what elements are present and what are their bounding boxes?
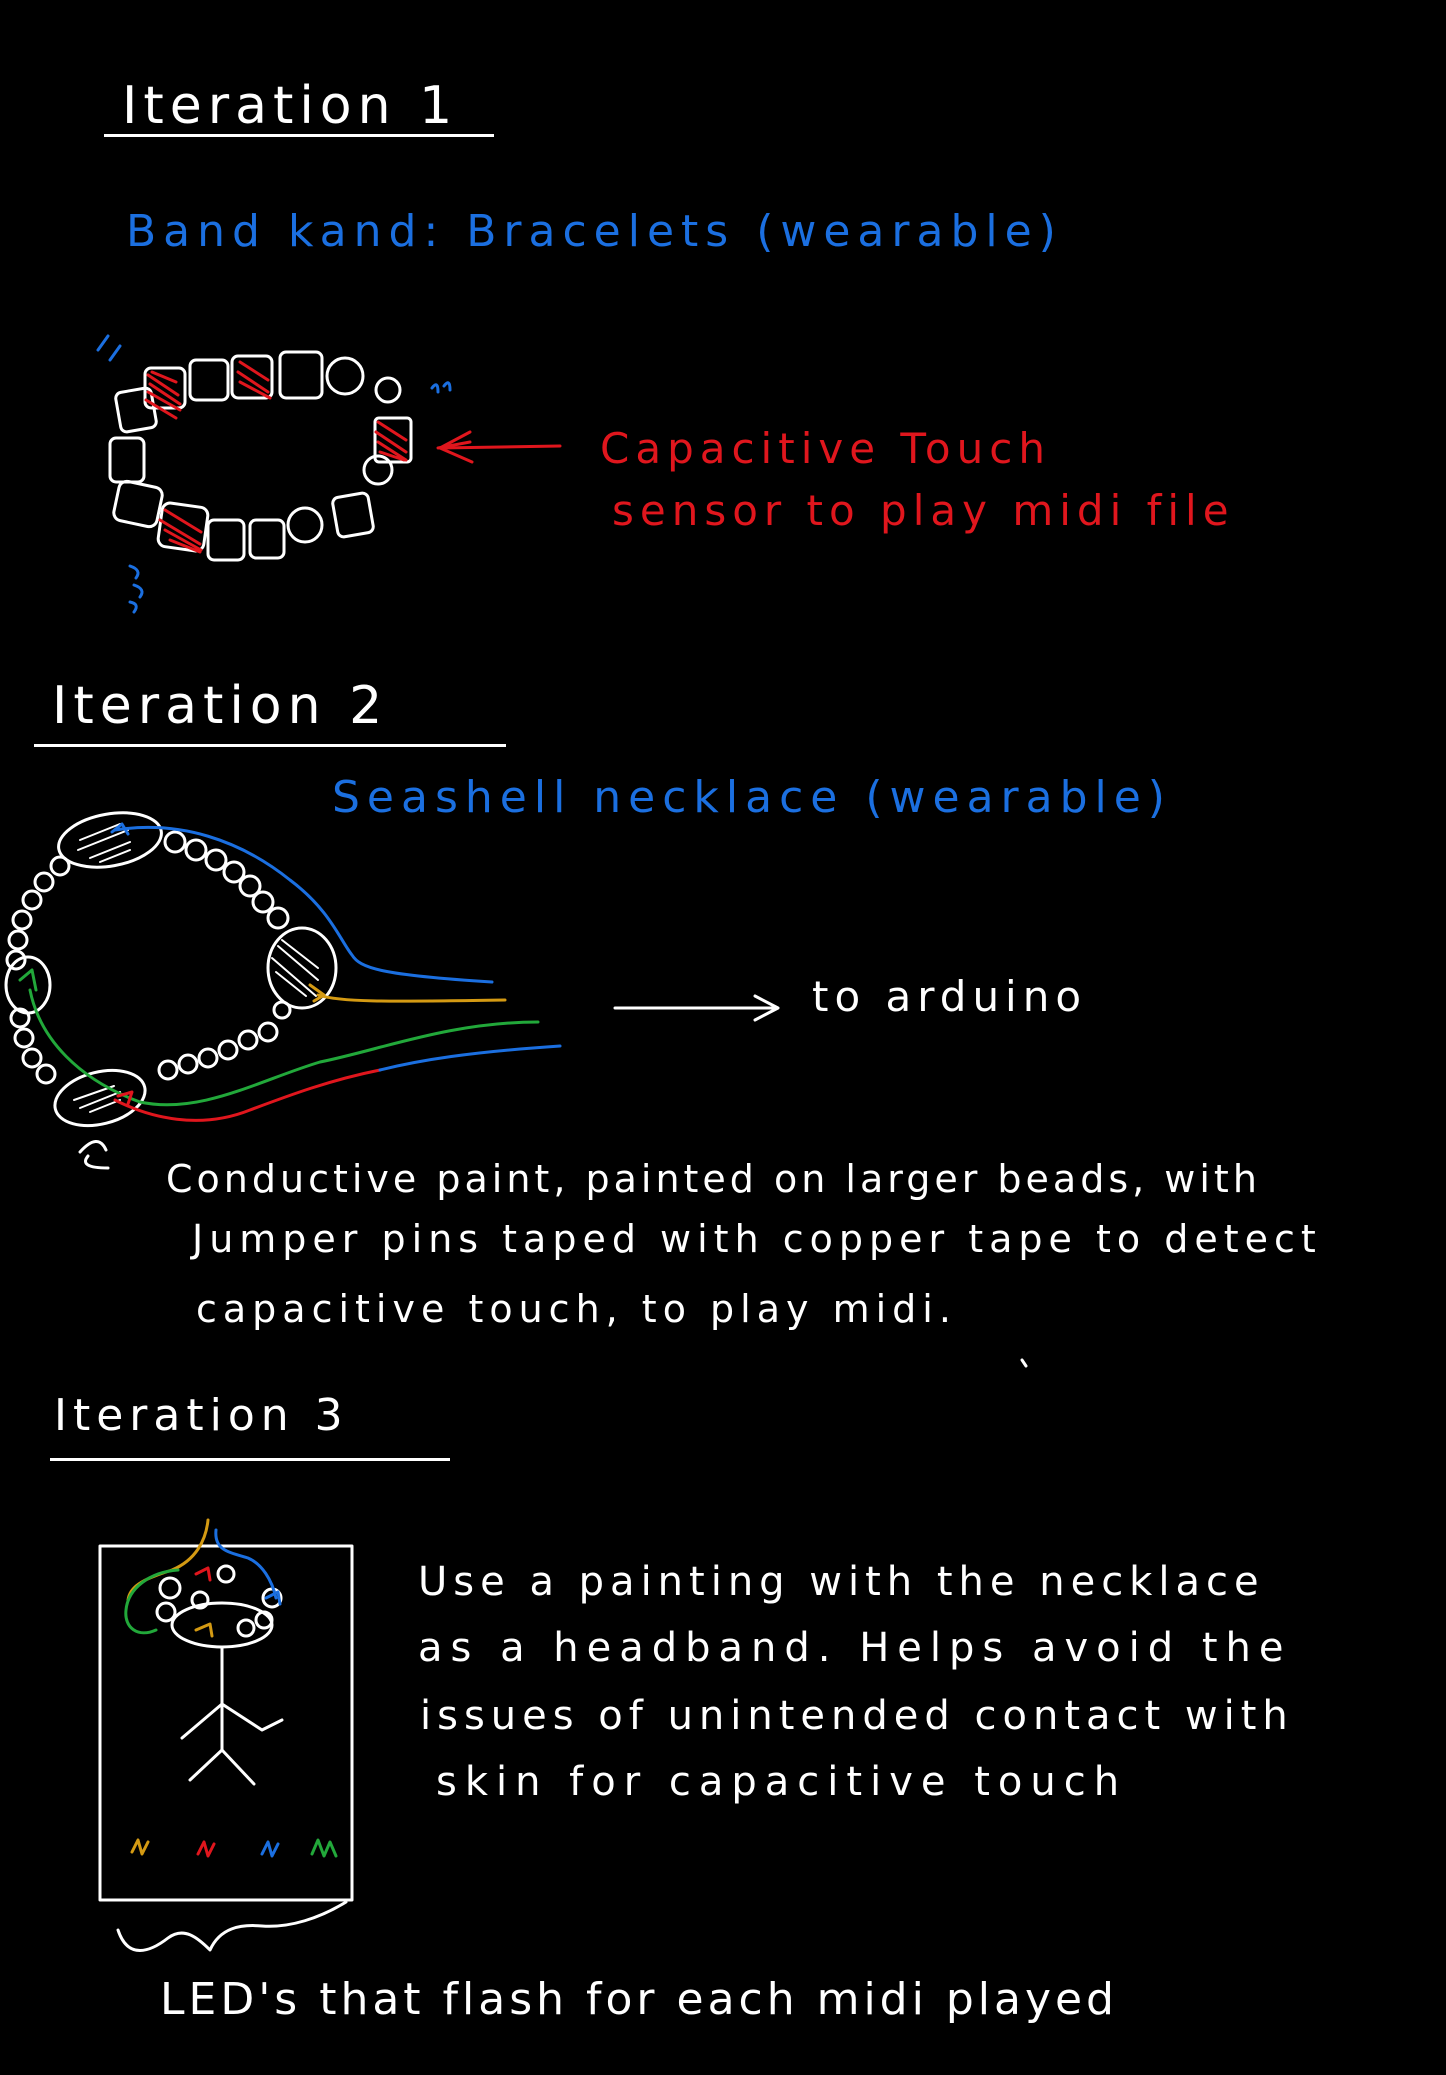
iteration2-underline [34,744,506,747]
iteration3-underline [50,1458,450,1461]
necklace-note-line1: Conductive paint, painted on larger bead… [166,1157,1261,1201]
bracelet-drawing [108,350,413,562]
painting-desc-line1: Use a painting with the necklace [418,1559,1265,1605]
painting-desc-line4: skin for capacitive touch [436,1759,1128,1805]
headband-wires [124,1518,282,1638]
painting-desc-line3: issues of unintended contact with [420,1693,1294,1739]
sensor-annotation-line2: sensor to play midi file [612,486,1235,535]
iteration2-heading: Iteration 2 [52,676,389,736]
label-dot [1020,1358,1028,1368]
iteration1-heading: Iteration 1 [122,76,459,136]
necklace-note-line2: Jumper pins taped with copper tape to de… [192,1217,1322,1261]
arduino-label: to arduino [812,972,1088,1021]
necklace-wires [18,822,562,1122]
iteration1-underline [104,134,494,137]
painting-drawing [98,1544,354,1902]
painting-desc-line2: as a headband. Helps avoid the [418,1625,1292,1671]
necklace-note-line3: capacitive touch, to play midi. [196,1287,957,1331]
sensor-arrow [436,430,562,464]
iteration2-subtitle: Seashell necklace (wearable) [332,772,1172,823]
bracelet-sensor-beads [144,360,408,554]
led-marks [130,1838,338,1858]
necklace-drawing [4,811,338,1170]
led-caption: LED's that flash for each midi played [160,1974,1118,2025]
to-arduino-arrow [613,994,780,1022]
sensor-annotation-line1: Capacitive Touch [600,424,1051,473]
led-brace [116,1900,348,1952]
iteration1-subtitle: Band kand: Bracelets (wearable) [126,206,1063,257]
motion-marks [96,334,452,614]
iteration3-heading: Iteration 3 [54,1390,349,1441]
